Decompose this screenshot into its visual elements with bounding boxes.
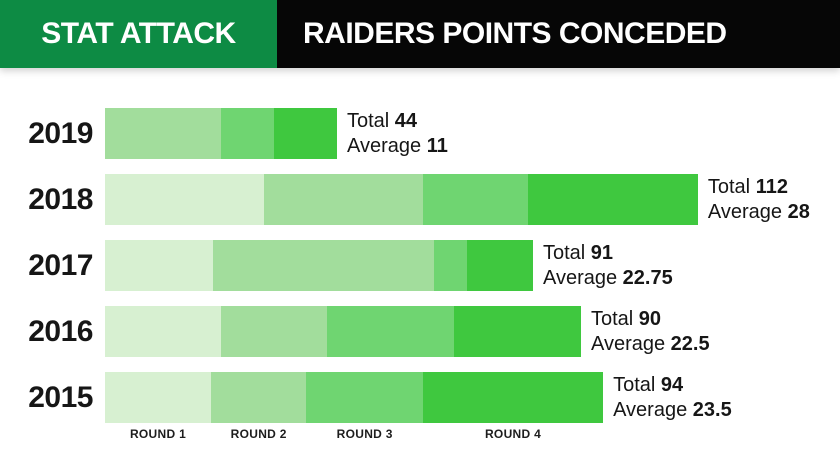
bar-segment-round-2 xyxy=(263,174,423,225)
year-label: 2016 xyxy=(28,314,93,348)
bar-stats: Total 112 Average 28 xyxy=(708,175,810,225)
year-row-2019: 2019 Total 44 Average 11 xyxy=(0,108,840,159)
total-label: Total xyxy=(590,307,634,330)
bar-segment-round-4 xyxy=(273,108,337,159)
total-label: Total xyxy=(707,175,751,198)
average-value: 28 xyxy=(787,200,810,223)
title-banner: RAIDERS POINTS CONCEDED xyxy=(277,0,840,68)
bar-segment-round-2 xyxy=(211,372,307,423)
average-label: Average xyxy=(542,266,618,289)
bar-segment-round-3 xyxy=(306,372,423,423)
bar-segment-round-2 xyxy=(213,240,435,291)
year-row-2017: 2017 Total 91 Average 22.75 xyxy=(0,240,840,291)
average-label: Average xyxy=(590,332,666,355)
total-label: Total xyxy=(542,241,586,264)
bar-segment-round-1 xyxy=(105,372,211,423)
bar-segment-round-4 xyxy=(422,372,604,423)
average-value: 22.75 xyxy=(622,266,673,289)
bar-segment-round-1 xyxy=(105,240,214,291)
year-label: 2018 xyxy=(28,182,93,216)
bar-segment-round-4 xyxy=(467,240,533,291)
header: STAT ATTACK RAIDERS POINTS CONCEDED xyxy=(0,0,840,68)
page-title: RAIDERS POINTS CONCEDED xyxy=(303,17,727,50)
average-value: 11 xyxy=(426,134,448,157)
bar-segment-round-4 xyxy=(528,174,698,225)
stacked-bar-2019 xyxy=(105,108,337,159)
bar-segment-round-3 xyxy=(434,240,468,291)
bar-segment-round-2 xyxy=(105,108,221,159)
bar-stats: Total 44 Average 11 xyxy=(347,109,448,159)
axis-label-round-1: ROUND 1 xyxy=(129,427,187,441)
total-value: 91 xyxy=(590,241,614,264)
stacked-bar-chart: 2019 Total 44 Average 11 2018 Total 112 … xyxy=(0,108,840,441)
average-value: 22.5 xyxy=(670,332,710,355)
year-label: 2015 xyxy=(28,380,93,414)
average-label: Average xyxy=(613,398,688,421)
bar-stats: Total 90 Average 22.5 xyxy=(591,307,710,357)
axis-label-round-4: ROUND 4 xyxy=(484,427,542,441)
total-value: 90 xyxy=(638,307,662,330)
stacked-bar-2016 xyxy=(105,306,581,357)
bar-segment-round-2 xyxy=(221,306,328,357)
total-label: Total xyxy=(613,373,656,396)
stacked-bar-2018 xyxy=(105,174,698,225)
round-axis: ROUND 1 ROUND 2 ROUND 3 ROUND 4 xyxy=(105,427,603,441)
average-label: Average xyxy=(346,134,422,157)
average-value: 23.5 xyxy=(692,398,732,421)
stacked-bar-2017 xyxy=(105,240,533,291)
bar-segment-round-3 xyxy=(221,108,274,159)
bar-segment-round-1 xyxy=(105,306,222,357)
bar-segment-round-1 xyxy=(105,174,264,225)
total-value: 44 xyxy=(394,109,418,132)
axis-label-round-3: ROUND 3 xyxy=(336,427,393,441)
axis-row: ROUND 1 ROUND 2 ROUND 3 ROUND 4 xyxy=(0,427,840,441)
year-row-2015: 2015 Total 94 Average 23.5 xyxy=(0,372,840,423)
year-row-2018: 2018 Total 112 Average 28 xyxy=(0,174,840,225)
average-label: Average xyxy=(707,200,783,223)
bar-segment-round-4 xyxy=(454,306,581,357)
bar-segment-round-3 xyxy=(327,306,455,357)
total-value: 112 xyxy=(755,175,788,198)
total-label: Total xyxy=(346,109,390,132)
bar-stats: Total 94 Average 23.5 xyxy=(613,373,732,423)
bar-segment-round-3 xyxy=(422,174,529,225)
brand-badge: STAT ATTACK xyxy=(0,0,277,68)
stacked-bar-2015 xyxy=(105,372,604,423)
brand-label: STAT ATTACK xyxy=(41,17,236,50)
year-label: 2017 xyxy=(28,248,93,282)
bar-stats: Total 91 Average 22.75 xyxy=(543,241,673,291)
total-value: 94 xyxy=(660,373,684,396)
year-row-2016: 2016 Total 90 Average 22.5 xyxy=(0,306,840,357)
year-label: 2019 xyxy=(28,116,93,150)
axis-label-round-2: ROUND 2 xyxy=(230,427,287,441)
